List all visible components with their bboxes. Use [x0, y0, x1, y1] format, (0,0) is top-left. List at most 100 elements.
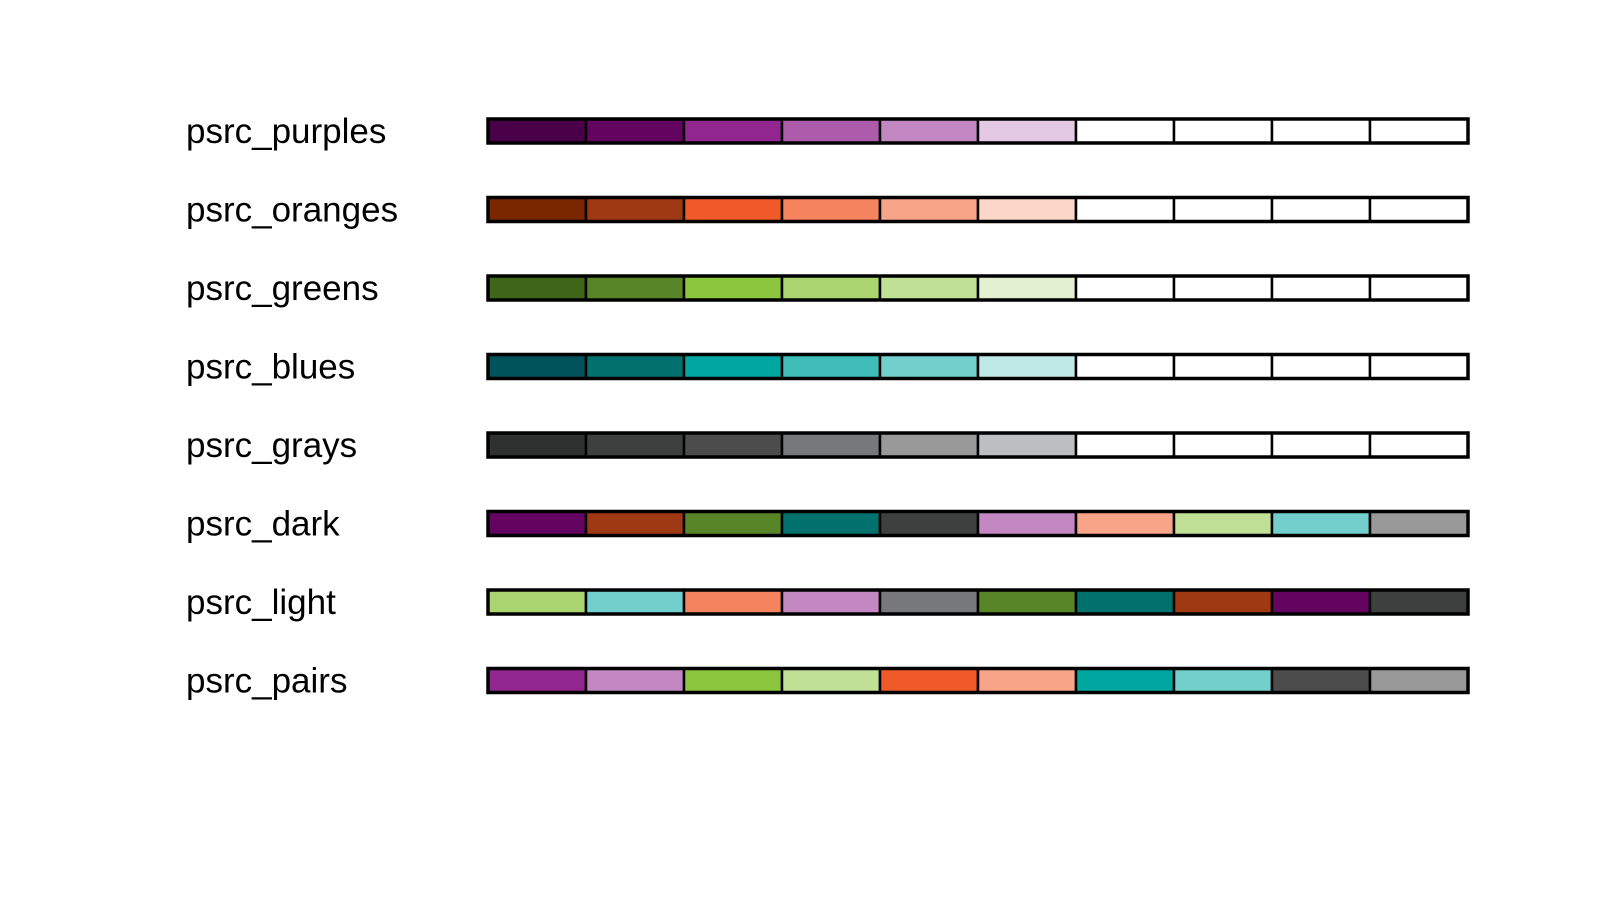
- palette-label: psrc_blues: [186, 348, 355, 387]
- palette-swatch: [878, 431, 980, 459]
- palette-swatch: [1270, 117, 1372, 145]
- palette-row-psrc_pairs: psrc_pairs: [186, 662, 1470, 701]
- palette-swatch: [682, 196, 784, 223]
- palette-swatch: [1172, 588, 1274, 616]
- palette-row-psrc_light: psrc_light: [186, 583, 1470, 622]
- palette-swatch: [1172, 353, 1274, 380]
- palette-swatch: [682, 274, 784, 302]
- palette-bar-outline: [486, 509, 1470, 538]
- palette-swatch: [1074, 588, 1176, 616]
- palette-bar-outline: [486, 117, 1470, 145]
- palette-bar-outline: [486, 195, 1470, 224]
- palette-swatch: [976, 353, 1078, 380]
- palette-label: psrc_greens: [186, 269, 379, 308]
- palette-label: psrc_light: [186, 583, 336, 622]
- palette-label: psrc_purples: [186, 112, 386, 151]
- palette-bar-outline: [486, 666, 1470, 695]
- palette-swatch: [1074, 353, 1176, 380]
- palette-row-psrc_grays: psrc_grays: [186, 426, 1470, 465]
- palette-swatch: [486, 431, 588, 459]
- palette-swatch: [1270, 667, 1372, 694]
- palette-swatch: [1172, 117, 1274, 145]
- palette-swatch: [1368, 117, 1470, 145]
- palette-swatch: [1270, 588, 1372, 616]
- palette-swatch: [1172, 274, 1274, 302]
- palette-swatch: [584, 117, 686, 145]
- palette-label: psrc_dark: [186, 505, 340, 544]
- palette-swatch: [1172, 667, 1274, 694]
- palette-swatch: [1270, 431, 1372, 459]
- palette-swatch: [780, 274, 882, 302]
- palette-swatch: [1368, 510, 1470, 537]
- palette-swatch: [682, 117, 784, 145]
- palette-bar-outline: [486, 352, 1470, 381]
- palette-swatch: [682, 667, 784, 694]
- palette-row-psrc_blues: psrc_blues: [186, 348, 1470, 387]
- palette-swatch: [878, 274, 980, 302]
- palette-swatch: [584, 353, 686, 380]
- palette-swatch: [1074, 117, 1176, 145]
- palette-swatch: [486, 274, 588, 302]
- palette-swatch: [780, 196, 882, 223]
- palette-row-psrc_greens: psrc_greens: [186, 269, 1470, 308]
- palette-swatch: [976, 588, 1078, 616]
- palette-swatch: [780, 667, 882, 694]
- palette-swatch: [1368, 431, 1470, 459]
- palette-swatch: [486, 510, 588, 537]
- palette-bar-outline: [486, 274, 1470, 302]
- palette-swatch: [1172, 431, 1274, 459]
- palette-row-psrc_purples: psrc_purples: [186, 112, 1470, 151]
- palette-label: psrc_grays: [186, 426, 357, 465]
- palette-swatch: [1074, 196, 1176, 223]
- palette-swatch: [486, 196, 588, 223]
- palette-swatch: [878, 510, 980, 537]
- palette-row-psrc_oranges: psrc_oranges: [186, 191, 1470, 230]
- palette-swatch: [584, 588, 686, 616]
- palette-swatch: [1368, 667, 1470, 694]
- palette-swatch: [584, 510, 686, 537]
- palette-swatch: [1074, 431, 1176, 459]
- palette-swatch: [878, 196, 980, 223]
- palette-swatch: [976, 117, 1078, 145]
- palette-swatch: [486, 588, 588, 616]
- palette-swatch: [486, 353, 588, 380]
- palette-swatch: [682, 510, 784, 537]
- palette-swatch: [976, 667, 1078, 694]
- palette-swatch: [1368, 588, 1470, 616]
- palette-swatch: [1270, 353, 1372, 380]
- palette-swatch: [1074, 510, 1176, 537]
- palette-swatch: [1270, 510, 1372, 537]
- palette-swatch: [486, 667, 588, 694]
- palette-swatch: [1172, 196, 1274, 223]
- palette-swatch: [1368, 274, 1470, 302]
- palette-swatch: [682, 353, 784, 380]
- palette-swatch: [1074, 667, 1176, 694]
- palette-swatch: [1172, 510, 1274, 537]
- palette-swatch: [1270, 274, 1372, 302]
- palette-swatch: [878, 117, 980, 145]
- palette-swatch: [976, 196, 1078, 223]
- palette-swatch: [976, 431, 1078, 459]
- palette-swatch: [878, 353, 980, 380]
- palette-swatch: [682, 588, 784, 616]
- palette-swatch: [976, 510, 1078, 537]
- palette-swatch: [780, 588, 882, 616]
- palette-swatch: [682, 431, 784, 459]
- palette-row-psrc_dark: psrc_dark: [186, 505, 1470, 544]
- palette-swatch: [780, 117, 882, 145]
- palette-swatch: [780, 431, 882, 459]
- palette-swatch: [1074, 274, 1176, 302]
- palette-swatch: [486, 117, 588, 145]
- palette-swatch: [584, 274, 686, 302]
- palette-swatch: [878, 588, 980, 616]
- palette-swatch: [976, 274, 1078, 302]
- palette-label: psrc_oranges: [186, 191, 398, 230]
- palette-bar-outline: [486, 431, 1470, 459]
- palette-swatch: [1368, 196, 1470, 223]
- palette-swatch: [584, 667, 686, 694]
- palette-swatch: [1368, 353, 1470, 380]
- palette-swatch: [584, 431, 686, 459]
- palette-swatch: [878, 667, 980, 694]
- palette-swatch: [1270, 196, 1372, 223]
